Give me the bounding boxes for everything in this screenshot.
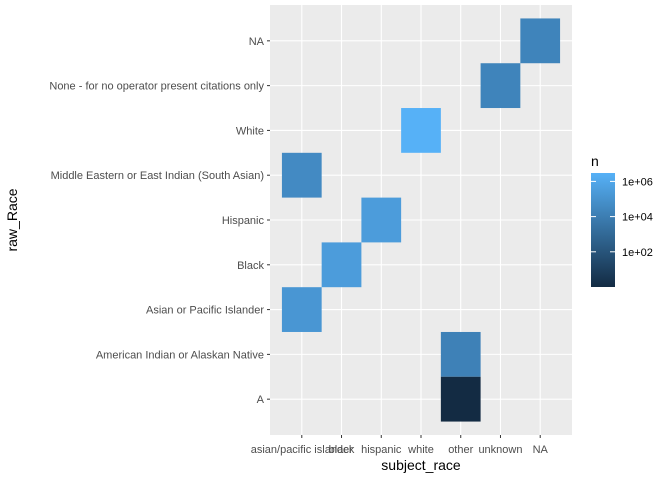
legend-tick-label: 1e+02	[622, 247, 653, 259]
y-tick-label: Black	[237, 260, 264, 272]
legend-ticks: 1e+02 1e+04 1e+06	[591, 176, 653, 259]
y-tick-label: None - for no operator present citations…	[49, 81, 264, 93]
tile-asian-or-pacific-islander-asian-pacific-islander	[281, 287, 322, 332]
x-tick-label: unknown	[478, 444, 522, 456]
legend-colorbar	[591, 173, 615, 287]
y-tick-label: White	[236, 125, 264, 137]
y-tick-label: Asian or Pacific Islander	[146, 305, 264, 317]
y-axis-title: raw_Race	[4, 188, 20, 251]
y-tick-label: NA	[249, 36, 265, 48]
tile-middle-eastern-or-east-indian-south-asian-asian-pacific-islander	[281, 152, 322, 198]
x-tick-label: other	[448, 444, 473, 456]
x-tick-label: NA	[533, 444, 549, 456]
tile-white-white	[401, 108, 441, 153]
tile-hispanic-hispanic	[361, 197, 402, 243]
legend-tick-label: 1e+06	[622, 176, 653, 188]
x-tick-label: asian/pacific islander	[251, 444, 353, 456]
tile-none-for-no-operator-present-citations-only-unknown	[480, 63, 521, 109]
y-tick-label: Hispanic	[222, 215, 265, 227]
heatmap-tiles	[281, 18, 561, 422]
tile-black-black	[321, 242, 362, 288]
x-tick-label: hispanic	[361, 444, 402, 456]
y-tick-label: Middle Eastern or East Indian (South Asi…	[51, 170, 264, 182]
legend-title: n	[591, 153, 599, 169]
y-axis-ticks: A American Indian or Alaskan Native Asian …	[49, 36, 270, 406]
y-tick-label: A	[257, 394, 265, 406]
tile-american-indian-or-alaskan-native-other	[440, 331, 481, 377]
y-tick-label: American Indian or Alaskan Native	[96, 349, 264, 361]
color-legend: n 1e+02 1e+04 1e+06	[591, 153, 653, 287]
x-axis-title: subject_race	[381, 457, 461, 473]
x-tick-label: white	[407, 444, 434, 456]
tile-na-na	[520, 18, 561, 64]
legend-tick-label: 1e+04	[622, 212, 653, 224]
tile-a-other	[440, 376, 481, 422]
x-tick-label: black	[329, 444, 355, 456]
